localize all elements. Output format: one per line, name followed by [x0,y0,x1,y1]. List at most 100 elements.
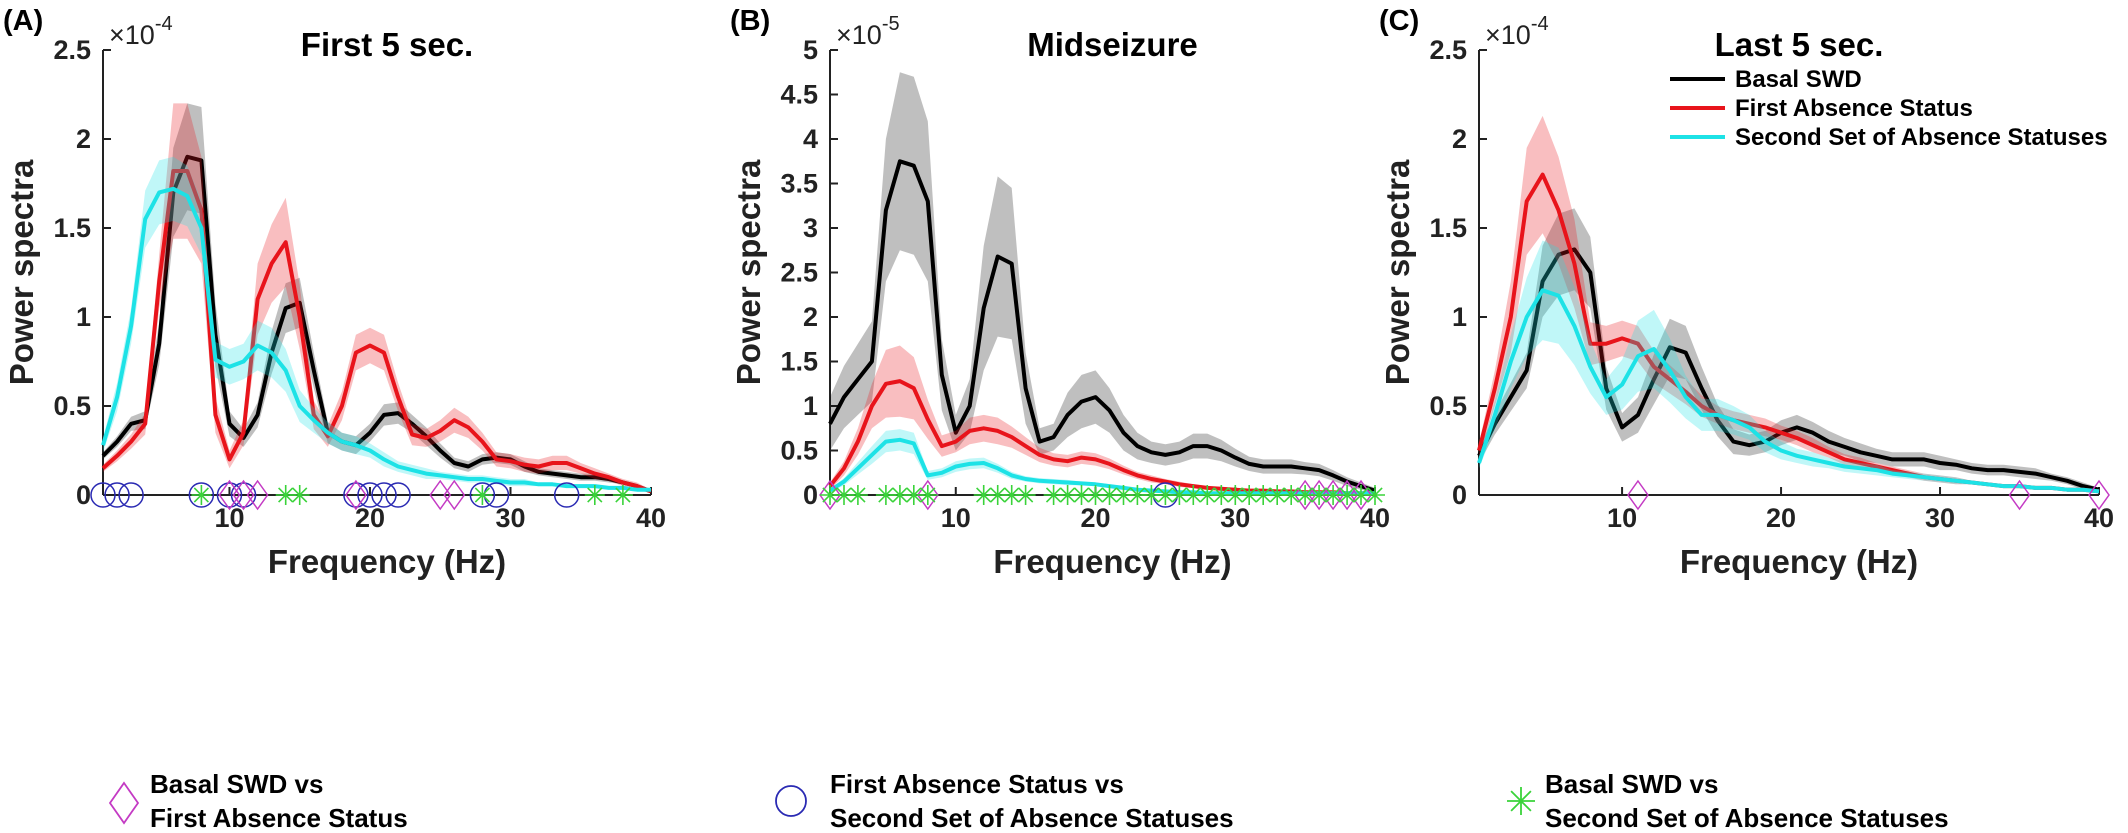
star-marker [875,485,896,505]
y-tick-label: 4 [803,124,818,154]
x-tick-label: 40 [1360,503,1390,533]
panel-a: 00.511.522.510 20 30 40×10-4(A)First 5 sec.… [3,5,666,580]
circle-marker [385,482,411,508]
diamond-marker [819,479,841,511]
y-tick-label: 1 [803,391,818,421]
x-axis-label: Frequency (Hz) [1680,543,1918,580]
series-1-line [101,169,652,494]
series-1-error-band [1479,115,2099,494]
star-marker [1043,485,1064,505]
star-marker [1085,485,1106,505]
star-marker [472,485,493,505]
legend-label: Second Set of Absence Statuses [1735,124,2108,151]
series-0-line [101,154,652,494]
y-axis-label: Power spectra [1379,159,1416,385]
y-tick-label: 0 [803,480,818,510]
x-tick-label: 40 [636,503,666,533]
y-tick-label: 1 [76,302,91,332]
x-tick-label: 40 [2084,503,2114,533]
y-tick-label: 2 [1452,124,1467,154]
y-tick-label: 2.5 [1429,35,1467,65]
panel-label: (B) [730,5,770,37]
star-marker [1351,485,1371,505]
y-tick-label: 4.5 [780,80,818,110]
star-marker [987,485,1008,505]
star-marker [834,485,854,505]
star-marker [289,485,310,505]
star-marker [1211,485,1232,505]
panel-c: 0 0.5 1 1.5 2 2.5 10 20 30 40 ×10-4 (C) Last 5 sec. F… [1379,5,2114,580]
series-0-error-band [830,72,1375,494]
star-marker [1155,485,1176,505]
star-marker [1169,485,1190,505]
star-marker [1281,485,1302,505]
chart-title: First 5 sec. [301,26,473,63]
circle-marker [118,482,144,508]
x-tick-label: 20 [355,503,385,533]
series-0-line [1477,247,2100,492]
y-tick-label: 1 [1452,302,1467,332]
y-axis-label: Power spectra [3,159,40,385]
panel-label: (A) [3,5,43,37]
diamond-marker [916,479,939,511]
star-marker [1323,485,1344,505]
y-tick-label: 2.5 [53,35,91,65]
circle-marker [230,482,257,508]
y-tick-label: 2 [76,124,91,154]
significance-key: Basal SWD vs First Absence Status First Ab… [108,769,1949,833]
diamond-marker [443,479,466,511]
star-marker [1337,485,1358,505]
star-marker [820,485,840,505]
star-marker [1239,485,1260,505]
circle-marker [90,482,116,508]
y-tick-label: 0 [76,480,91,510]
exponent-label: ×10-4 [1485,13,1549,50]
y-tick-label: 3 [803,213,818,243]
circle-marker [104,482,130,508]
x-tick-label: 30 [1220,503,1250,533]
diamond-marker [1627,479,1649,511]
exponent-label: ×10-5 [836,13,900,50]
circle-marker [216,482,243,508]
series-0-error-band [1479,208,2099,492]
chart-title: Midseizure [1027,26,1198,63]
diamond-marker [1350,479,1372,511]
star-marker [1141,485,1162,505]
key-diamond-marker [108,781,140,825]
star-marker [1001,485,1022,505]
y-tick-label: 0.5 [1429,391,1467,421]
key-line-2: Second Set of Absence Statuses [1545,803,1949,833]
star-marker [917,485,938,505]
series-2-error-band [103,156,651,492]
x-axis-label: Frequency (Hz) [993,543,1231,580]
star-marker [1197,485,1218,505]
circle-marker [371,482,397,508]
key-line-1: First Absence Status vs [830,769,1124,799]
star-marker [1183,485,1204,505]
panel-label: (C) [1379,5,1419,37]
star-marker [1365,485,1385,505]
star-marker [1015,485,1036,505]
key-line-1: Basal SWD vs [1545,769,1718,799]
series-2-error-band [830,429,1375,495]
star-marker [1071,485,1092,505]
circle-marker [343,482,369,508]
circle-marker [188,482,215,508]
star-marker [584,485,605,505]
y-tick-label: 2 [803,302,818,332]
star-marker [903,485,924,505]
star-marker [1099,485,1120,505]
key-circle-marker [775,785,807,817]
y-tick-label: 1.5 [1429,213,1467,243]
star-marker [973,485,994,505]
y-tick-label: 3.5 [780,169,818,199]
star-marker [1127,485,1148,505]
exponent-label: ×10-4 [109,13,173,50]
star-marker [275,485,296,505]
x-tick-label: 10 [1607,503,1637,533]
star-marker [847,485,868,505]
chart-title: Last 5 sec. [1715,26,1884,63]
star-marker [1309,485,1330,505]
